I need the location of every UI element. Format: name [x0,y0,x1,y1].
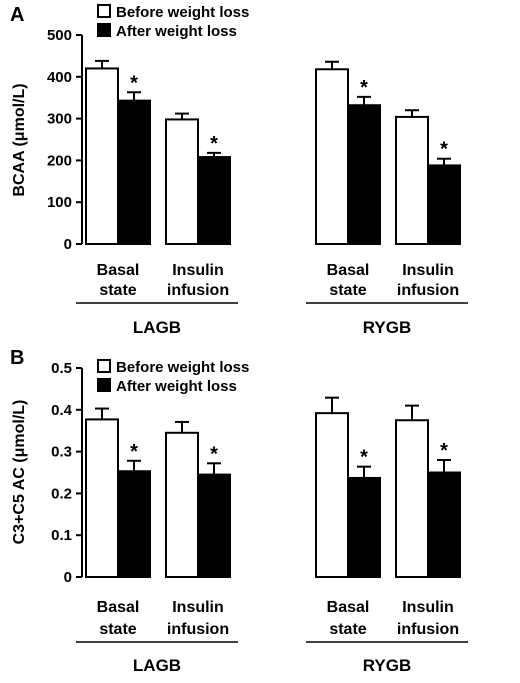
bar [395,115,429,245]
category-label: Basal [97,599,140,616]
y-tick-label: 0.3 [51,444,72,461]
legend-swatch [97,378,111,392]
bar [197,156,231,245]
category-label: Basal [327,599,370,616]
category-label: Insulin [172,599,224,616]
legend-entry: After weight loss [116,23,237,40]
y-tick-label: 400 [47,69,72,86]
panel-label: A [10,4,24,26]
bar [347,104,381,245]
y-tick-label: 0.5 [51,360,72,377]
bar [315,412,349,579]
legend-swatch [97,23,111,37]
significance-marker: * [360,77,368,99]
significance-marker: * [440,139,448,161]
bar [395,419,429,578]
y-tick-label: 300 [47,111,72,128]
y-tick-label: 0.4 [51,402,73,419]
bar [427,164,461,245]
legend-entry: Before weight loss [116,359,249,376]
group-label: LAGB [133,656,181,675]
bar [315,68,349,245]
category-label: infusion [397,282,459,299]
category-label: state [329,282,366,299]
significance-marker: * [360,447,368,469]
y-axis-label: C3+C5 AC (μmol/L) [11,400,28,545]
y-tick-label: 0 [64,569,72,586]
bar [85,67,119,245]
group-label: RYGB [363,656,412,675]
category-label: Insulin [402,262,454,279]
category-label: state [99,282,136,299]
category-label: infusion [397,621,459,638]
y-axis-label: BCAA (μmol/L) [11,83,28,196]
y-tick-label: 0.1 [51,527,72,544]
category-label: infusion [167,621,229,638]
y-tick-label: 0.2 [51,485,72,502]
y-tick-label: 200 [47,152,72,169]
category-label: state [329,621,366,638]
panel-label: B [10,347,24,369]
group-label: LAGB [133,318,181,337]
bar [165,118,199,245]
legend-entry: Before weight loss [116,4,249,21]
significance-marker: * [210,443,218,465]
significance-marker: * [440,440,448,462]
bar [85,418,119,578]
significance-marker: * [210,133,218,155]
bar [427,471,461,578]
category-label: state [99,621,136,638]
category-label: Basal [97,262,140,279]
bar [165,431,199,579]
y-tick-label: 500 [47,27,72,44]
legend: Before weight loss After weight loss [97,4,249,40]
bar [197,473,231,578]
legend-swatch [97,4,111,18]
category-label: Insulin [172,262,224,279]
group-label: RYGB [363,318,412,337]
significance-marker: * [130,441,138,463]
bar [117,470,151,578]
chart-panel-b: B Before weight loss After weight loss 0 0.1… [10,347,468,675]
chart-panel-a: A Before weight loss After weight loss 0 100… [10,4,468,337]
y-tick-label: 100 [47,194,72,211]
category-label: Basal [327,262,370,279]
y-tick-label: 0 [64,236,72,253]
bar [117,99,151,245]
legend: Before weight loss After weight loss [97,359,249,395]
legend-swatch [97,359,111,373]
category-label: Insulin [402,599,454,616]
significance-marker: * [130,72,138,94]
category-label: infusion [167,282,229,299]
bar [347,476,381,578]
legend-entry: After weight loss [116,378,237,395]
